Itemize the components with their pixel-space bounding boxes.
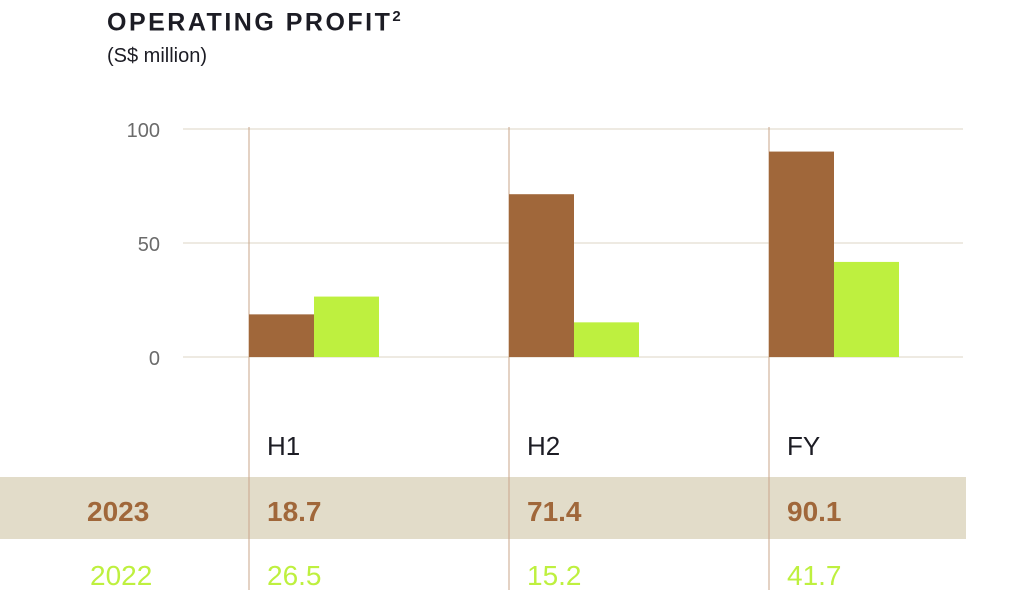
bar-2022-H2 [574,322,639,357]
bar-2023-H2 [509,194,574,357]
bar-2023-H1 [249,314,314,357]
bar-2022-FY [834,261,899,357]
series-2023-band [0,477,966,539]
y-tick-label: 0 [149,348,160,370]
chart-title: OPERATING PROFIT2 [107,8,401,37]
value-label-2022: 26.5 [267,560,322,591]
bar-2023-FY [769,151,834,357]
chart-title-text: OPERATING PROFIT [107,8,393,37]
value-label-2023: 71.4 [527,496,582,527]
y-tick-label: 100 [127,120,160,142]
title-footnote: 2 [392,8,401,25]
legend-2023: 2023 [87,496,149,527]
legend-2022: 2022 [90,560,152,591]
value-label-2023: 90.1 [787,496,842,527]
bar-2022-H1 [314,296,379,357]
category-label: H1 [267,431,300,461]
category-label: H2 [527,431,560,461]
value-label-2022: 15.2 [527,560,582,591]
chart-subtitle: (S$ million) [107,45,208,67]
category-label: FY [787,431,820,461]
value-label-2023: 18.7 [267,496,322,527]
y-tick-label: 50 [138,234,160,256]
value-label-2022: 41.7 [787,560,842,591]
